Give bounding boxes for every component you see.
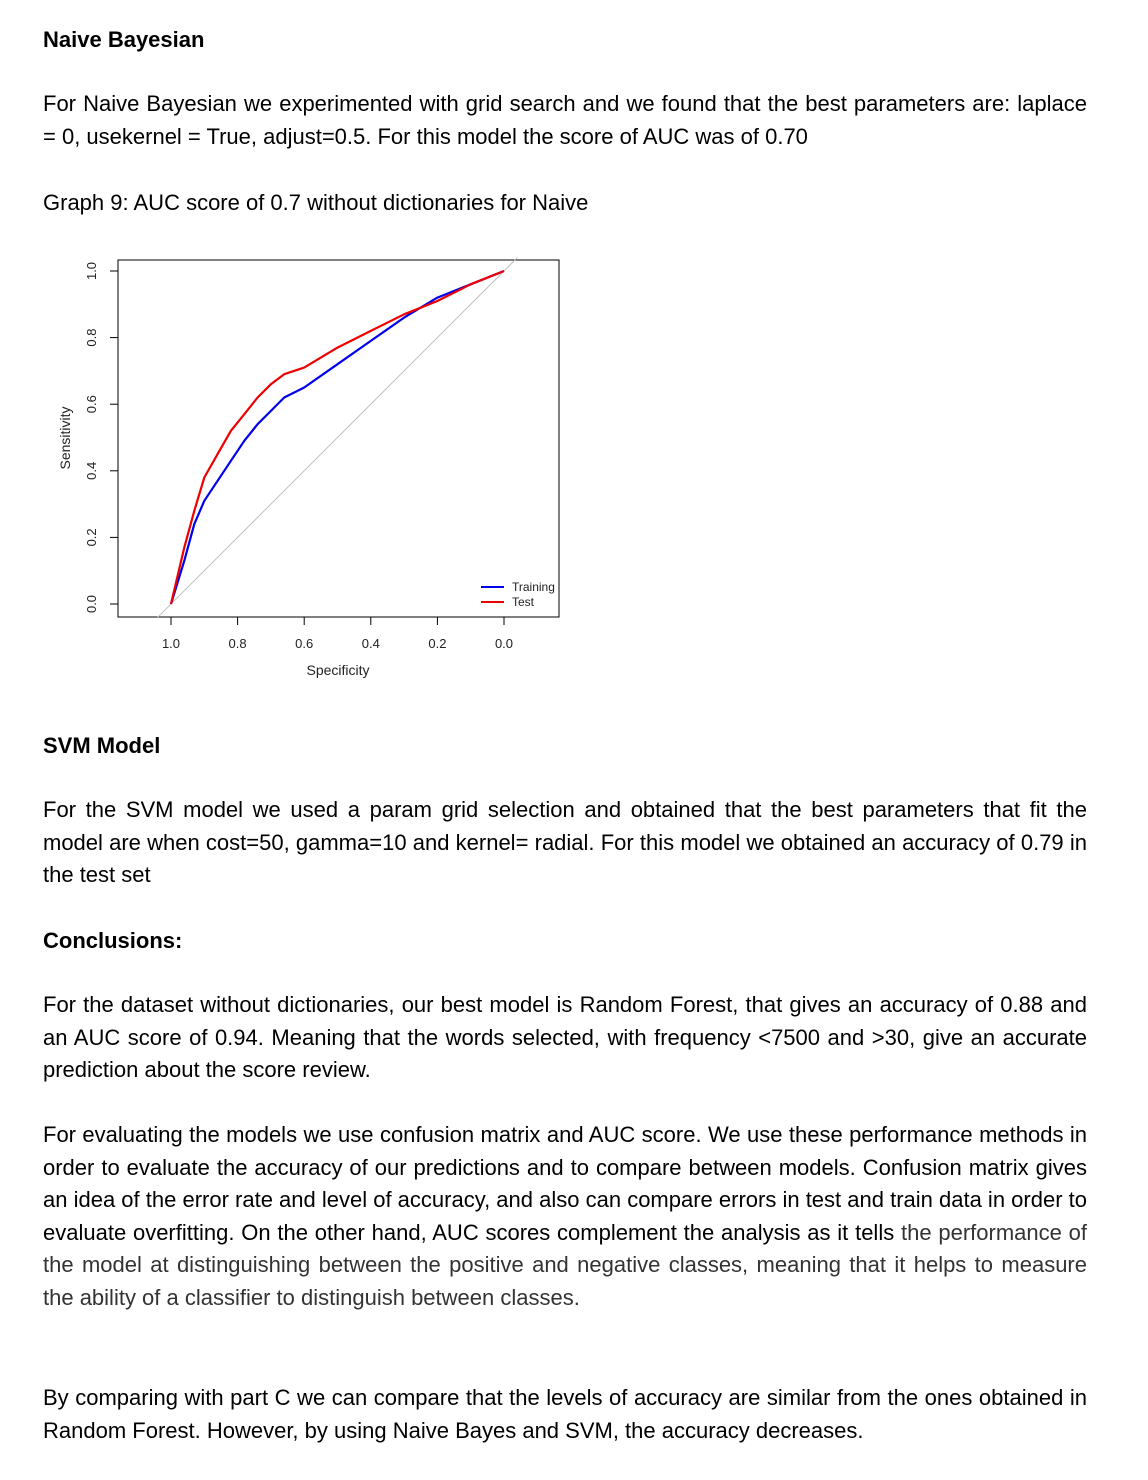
y-tick-label: 0.4 <box>84 462 99 480</box>
svm-paragraph: For the SVM model we used a param grid s… <box>43 797 1087 887</box>
x-tick-label: 0.0 <box>495 636 513 651</box>
x-tick-label: 0.2 <box>428 636 446 651</box>
x-tick-label: 0.4 <box>362 636 380 651</box>
conclusions-paragraph-3: By comparing with part C we can compare … <box>43 1385 1087 1443</box>
y-tick-label: 0.8 <box>84 329 99 347</box>
naive-paragraph: For Naive Bayesian we experimented with … <box>43 91 1087 149</box>
legend-label-training: Training <box>512 580 555 594</box>
series-line-test <box>169 269 505 605</box>
graph-caption: Graph 9: AUC score of 0.7 without dictio… <box>43 190 589 215</box>
roc-chart: 1.0 0.8 0.6 0.4 0.2 0.0 0.0 0.2 0.4 0.6 0.8 1.0 Sp… <box>57 257 560 678</box>
legend-label-test: Test <box>512 595 535 609</box>
y-tick-label: 0.0 <box>84 595 99 613</box>
y-tick-label: 1.0 <box>84 262 99 280</box>
y-axis-label: Sensitivity <box>57 406 73 469</box>
x-tick-label: 1.0 <box>162 636 180 651</box>
x-tick-label: 0.8 <box>229 636 247 651</box>
conclusions-paragraph-2-main: For evaluating the models we use confusi… <box>43 1122 1087 1245</box>
conclusions-paragraph-1: For the dataset without dictionaries, ou… <box>43 992 1087 1082</box>
x-axis-label: Specificity <box>306 662 369 678</box>
y-tick-label: 0.6 <box>84 395 99 413</box>
conclusions-heading: Conclusions: <box>43 928 183 953</box>
reference-diagonal <box>157 257 518 618</box>
conclusions-paragraph-2-quoted: the performance of the model at distingu… <box>43 1219 1087 1310</box>
svm-heading: SVM Model <box>43 733 161 758</box>
conclusions-paragraph-2: For evaluating the models we use confusi… <box>43 1119 1087 1314</box>
y-tick-label: 0.2 <box>84 528 99 546</box>
naive-heading: Naive Bayesian <box>43 27 205 52</box>
x-tick-label: 0.6 <box>295 636 313 651</box>
